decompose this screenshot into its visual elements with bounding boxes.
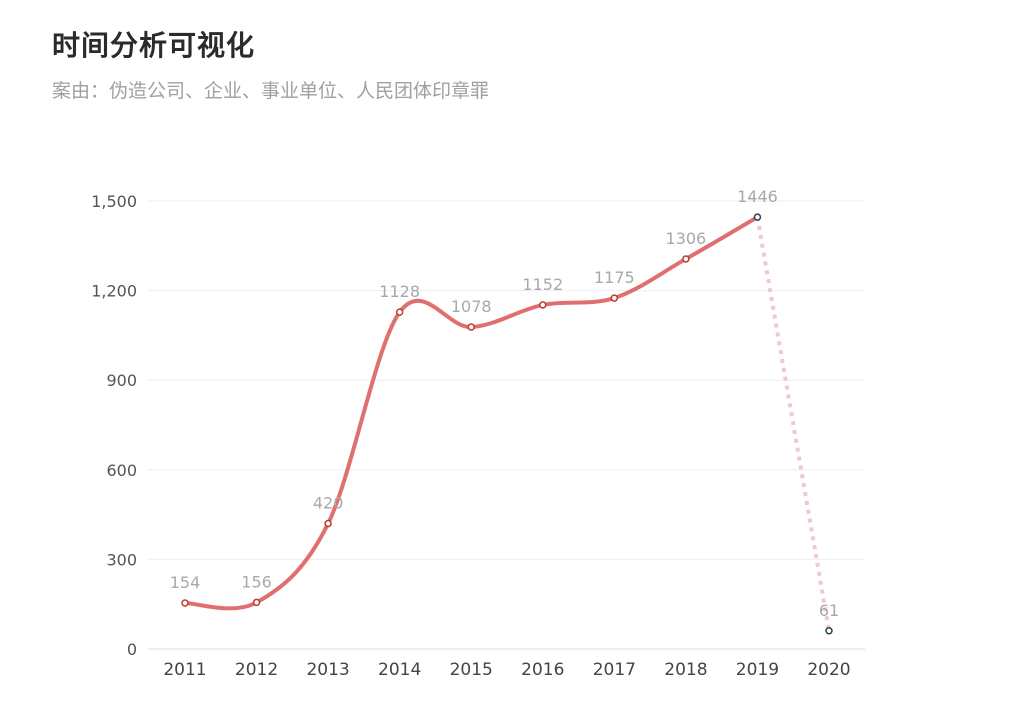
y-tick-label: 0 <box>127 640 137 659</box>
data-point-marker <box>395 308 404 316</box>
x-tick-label: 2017 <box>593 660 636 680</box>
data-markers <box>181 213 833 635</box>
data-point-marker <box>682 255 690 263</box>
data-point-marker <box>825 627 833 635</box>
y-tick-label: 1,500 <box>91 192 137 211</box>
x-tick-label: 2012 <box>235 660 278 680</box>
y-tick-label: 1,200 <box>91 282 137 301</box>
y-tick-label: 300 <box>106 550 137 569</box>
grid-lines <box>148 200 865 650</box>
x-tick-label: 2015 <box>450 660 493 680</box>
data-value-label: 1306 <box>666 229 707 248</box>
data-point-marker <box>753 213 762 221</box>
data-point-marker <box>181 599 189 607</box>
y-tick-label: 900 <box>106 371 137 390</box>
data-value-label: 1175 <box>594 268 635 287</box>
data-value-label: 156 <box>241 572 272 591</box>
page-title: 时间分析可视化 <box>52 29 256 62</box>
data-point-marker <box>324 519 332 528</box>
trend-line-dashed <box>755 216 831 632</box>
x-tick-label: 2014 <box>378 660 421 680</box>
data-value-label: 1152 <box>522 275 563 294</box>
series-line <box>183 215 831 632</box>
data-point-marker <box>252 598 261 607</box>
y-axis: 0 300 600 900 1,200 1,500 <box>91 192 137 659</box>
x-tick-label: 2011 <box>163 660 206 680</box>
data-point-marker <box>539 301 547 309</box>
data-point-marker <box>467 323 475 331</box>
x-tick-label: 2020 <box>807 660 850 680</box>
data-value-label: 1446 <box>737 187 778 206</box>
x-tick-label: 2013 <box>306 660 349 680</box>
data-labels: 154 156 420 1128 1078 1152 1175 1306 1446 61 <box>170 187 839 620</box>
data-value-label: 1078 <box>451 297 492 316</box>
trend-line <box>183 215 760 611</box>
data-value-label: 420 <box>313 494 344 513</box>
x-tick-label: 2018 <box>664 660 707 680</box>
data-value-label: 1128 <box>379 282 420 301</box>
data-value-label: 61 <box>819 601 839 620</box>
x-axis: 2011 2012 2013 2014 2015 2016 2017 2018 2019 2020 <box>163 660 850 680</box>
page-subtitle: 案由：伪造公司、企业、事业单位、人民团体印章罪 <box>52 80 490 102</box>
data-value-label: 154 <box>170 573 201 592</box>
x-tick-label: 2016 <box>521 660 564 680</box>
y-tick-label: 600 <box>106 461 137 480</box>
data-point-marker <box>610 294 619 302</box>
x-tick-label: 2019 <box>736 660 779 680</box>
